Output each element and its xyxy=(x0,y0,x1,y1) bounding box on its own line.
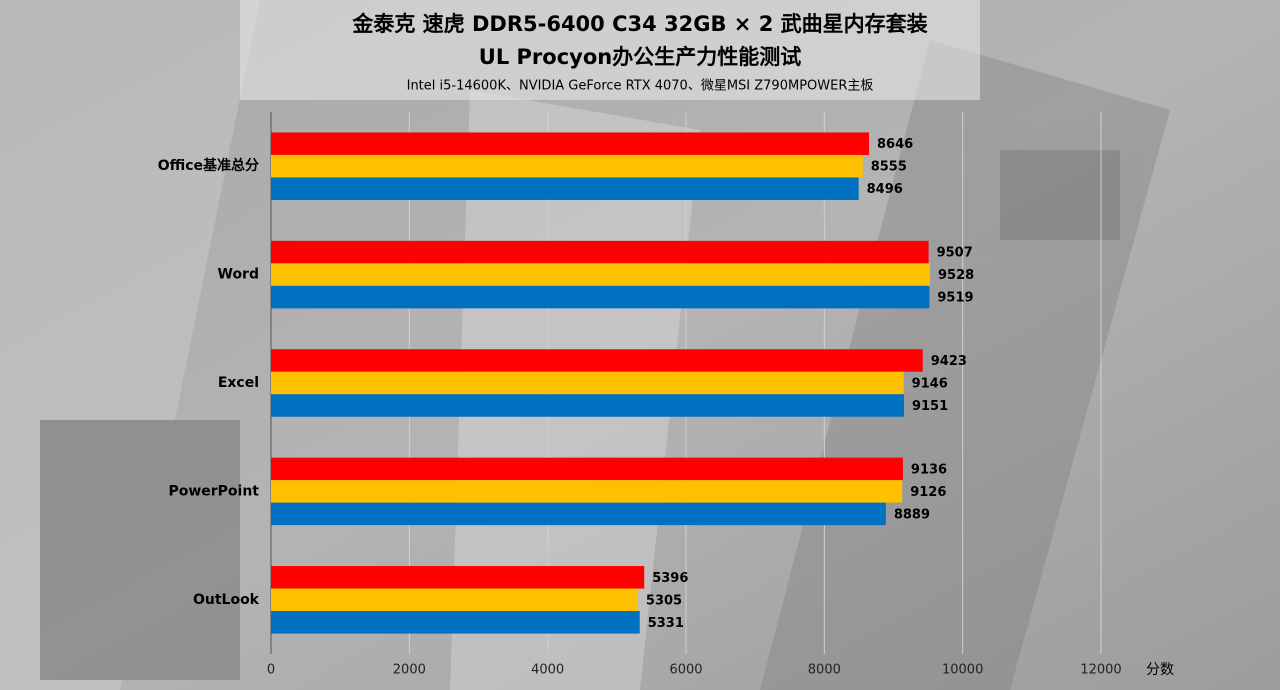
data-label: 9126 xyxy=(910,485,946,500)
chart-subtitle: Intel i5-14600K、NVIDIA GeForce RTX 4070、… xyxy=(407,79,874,94)
x-axis-label: 分数 xyxy=(1146,662,1174,678)
chart-title: 金泰克 速虎 DDR5-6400 C34 32GB × 2 武曲星内存套装 xyxy=(351,12,927,36)
bar xyxy=(271,394,904,417)
bar xyxy=(271,132,870,155)
y-tick-label: Office基准总分 xyxy=(158,157,259,174)
data-label: 9528 xyxy=(938,268,974,283)
bar xyxy=(271,502,886,526)
bar xyxy=(271,611,640,634)
title-backdrop xyxy=(240,0,980,100)
bar xyxy=(271,457,903,481)
bar xyxy=(271,371,904,395)
data-label: 5396 xyxy=(652,571,688,586)
data-label: 9146 xyxy=(912,377,948,392)
x-tick-label: 0 xyxy=(267,663,275,678)
y-tick-label: Word xyxy=(218,267,260,283)
data-label: 5331 xyxy=(648,616,684,631)
bar xyxy=(271,285,930,309)
x-tick-label: 10000 xyxy=(942,663,983,678)
x-tick-label: 8000 xyxy=(808,663,841,678)
bar xyxy=(271,588,638,612)
data-label: 8646 xyxy=(877,137,913,152)
data-label: 8889 xyxy=(894,507,930,522)
bar xyxy=(271,263,931,286)
x-tick-label: 6000 xyxy=(669,663,702,678)
x-tick-label: 12000 xyxy=(1080,663,1121,678)
y-tick-label: Excel xyxy=(218,375,259,391)
x-tick-label: 2000 xyxy=(393,663,426,678)
data-label: 9507 xyxy=(937,246,973,261)
bar xyxy=(271,566,645,589)
data-label: 9151 xyxy=(912,399,948,414)
y-tick-label: PowerPoint xyxy=(168,483,259,499)
data-label: 9136 xyxy=(911,462,947,477)
data-label: 8555 xyxy=(871,160,907,175)
bar xyxy=(271,480,903,503)
data-label: 8496 xyxy=(867,182,903,197)
bar xyxy=(271,240,929,264)
data-label: 9423 xyxy=(931,354,967,369)
chart-title: UL Procyon办公生产力性能测试 xyxy=(479,45,801,69)
data-label: 9519 xyxy=(937,291,973,306)
bar xyxy=(271,349,923,372)
bar xyxy=(271,177,859,200)
y-tick-label: OutLook xyxy=(193,592,260,608)
data-label: 5305 xyxy=(646,593,682,608)
bar xyxy=(271,154,863,178)
x-tick-label: 4000 xyxy=(531,663,564,678)
